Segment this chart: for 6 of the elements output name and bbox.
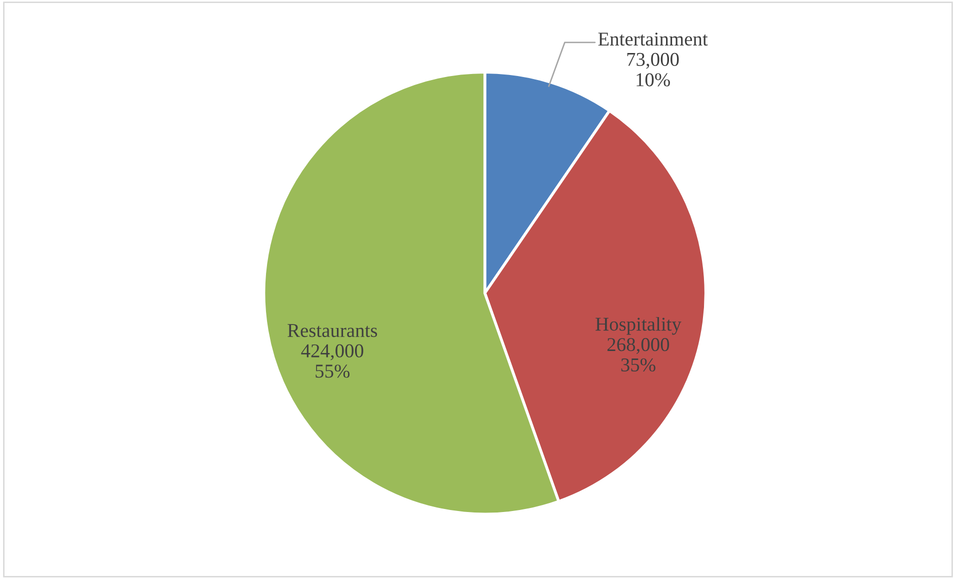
data-label: 73,000 10% — [627, 52, 679, 86]
slice-label: Hospitality — [596, 317, 682, 335]
data-label: 424,000 55% — [301, 344, 364, 378]
slice-label: Restaurants — [288, 324, 378, 338]
slice-label: Entertainment — [598, 32, 708, 46]
data-label: 268,000 35% — [607, 338, 670, 372]
